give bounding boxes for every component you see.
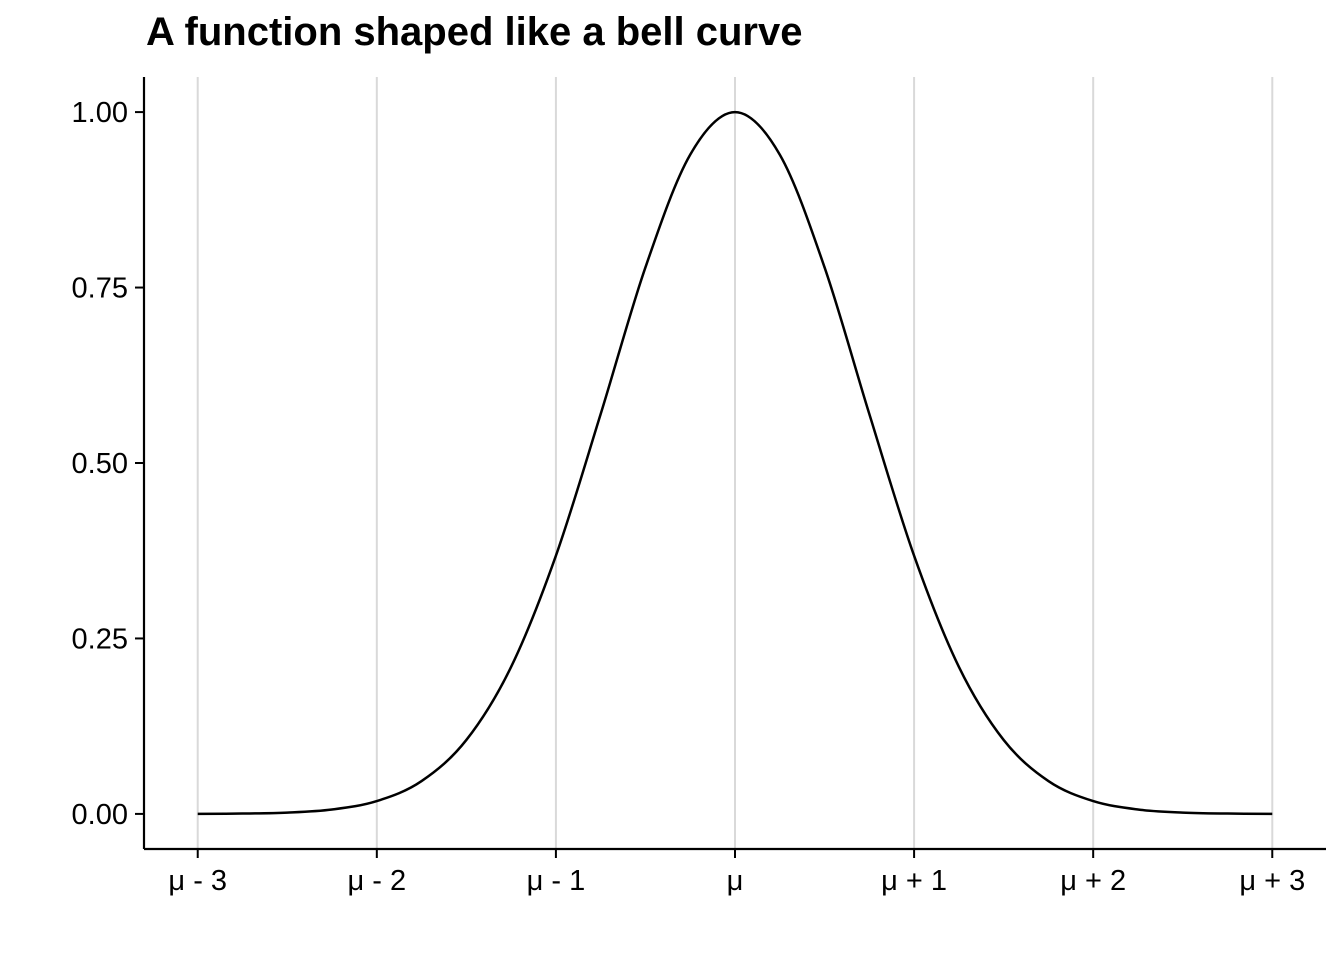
- x-tick-label: μ + 2: [1060, 865, 1126, 897]
- x-tick-label: μ - 1: [527, 865, 586, 897]
- x-axis-ticks: μ - 3 μ - 2 μ - 1 μ μ + 1 μ + 2 μ + 3: [168, 849, 1305, 897]
- x-tick-label: μ + 3: [1239, 865, 1305, 897]
- gridlines: [196, 77, 1274, 849]
- x-tick-label: μ - 2: [348, 865, 407, 897]
- y-axis-ticks: 0.00 0.25 0.50 0.75 1.00: [72, 97, 144, 831]
- y-tick-label: 0.50: [72, 448, 128, 480]
- x-tick-label: μ + 1: [881, 865, 947, 897]
- y-tick-label: 0.00: [72, 799, 128, 831]
- x-tick-label: μ - 3: [168, 865, 227, 897]
- x-tick-label: μ: [727, 865, 744, 897]
- y-tick-label: 1.00: [72, 97, 128, 129]
- chart-title: A function shaped like a bell curve: [146, 10, 803, 54]
- y-tick-label: 0.75: [72, 273, 128, 305]
- y-tick-label: 0.25: [72, 623, 128, 655]
- bell-curve-line: [197, 110, 1273, 816]
